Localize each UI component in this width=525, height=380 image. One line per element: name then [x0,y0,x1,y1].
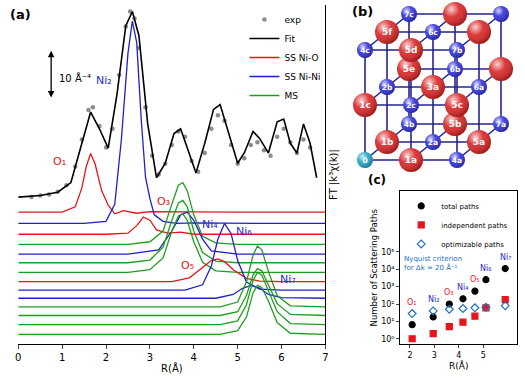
svg-text:4b: 4b [404,120,415,129]
svg-text:O₅: O₅ [470,275,480,284]
svg-text:1b: 1b [381,137,394,147]
svg-text:10⁴: 10⁴ [381,265,394,274]
svg-text:6b: 6b [450,65,461,74]
svg-text:total paths: total paths [441,203,479,211]
svg-text:Ni₆: Ni₆ [236,225,252,238]
svg-text:1c: 1c [359,100,371,110]
svg-text:1: 1 [59,352,65,363]
svg-text:5b: 5b [449,119,462,129]
svg-text:7: 7 [322,352,328,363]
svg-text:optimizable paths: optimizable paths [441,241,504,249]
svg-text:6: 6 [278,352,284,363]
svg-text:10²: 10² [381,300,394,309]
svg-text:Ni₄: Ni₄ [202,218,218,231]
svg-text:2c: 2c [406,101,416,110]
svg-text:7a: 7a [496,120,506,129]
svg-text:O₁: O₁ [53,155,66,168]
svg-text:1a: 1a [405,155,417,165]
svg-text:4a: 4a [452,156,462,165]
svg-text:5a: 5a [473,137,485,147]
svg-text:exp: exp [284,15,301,25]
svg-text:3: 3 [147,352,153,363]
svg-text:(a): (a) [10,7,31,22]
svg-text:Number of Scattering Paths: Number of Scattering Paths [369,208,379,326]
svg-text:2a: 2a [428,138,438,147]
svg-text:5e: 5e [403,64,415,74]
svg-text:FT |k³χ(k)|: FT |k³χ(k)| [328,149,340,200]
svg-text:4c: 4c [360,46,370,55]
svg-text:3: 3 [432,351,437,360]
svg-text:4: 4 [456,351,461,360]
svg-text:Ni₇: Ni₇ [280,273,296,286]
svg-text:MS: MS [284,91,298,101]
svg-text:3a: 3a [427,82,439,92]
svg-text:O₃: O₃ [157,195,170,208]
svg-text:independent paths: independent paths [441,222,507,230]
svg-text:10⁵: 10⁵ [381,248,394,257]
svg-text:SS Ni-Ni: SS Ni-Ni [284,72,320,82]
svg-text:0: 0 [15,352,21,363]
svg-text:4: 4 [191,352,197,363]
svg-text:O₅: O₅ [181,259,194,272]
svg-text:10 Å⁻⁴: 10 Å⁻⁴ [59,72,91,84]
svg-text:5d: 5d [405,45,418,55]
svg-text:Ni₂: Ni₂ [428,295,439,304]
svg-text:10⁰: 10⁰ [381,335,394,344]
svg-text:(c): (c) [368,173,386,187]
svg-text:10¹: 10¹ [381,317,394,326]
svg-text:5c: 5c [451,100,463,110]
svg-text:0: 0 [362,156,367,165]
svg-text:7c: 7c [404,10,414,19]
svg-text:Fit: Fit [284,34,295,44]
svg-text:5f: 5f [382,27,392,37]
svg-text:O₃: O₃ [444,288,454,297]
svg-text:Ni₄: Ni₄ [457,283,468,292]
svg-text:Ni₆: Ni₆ [480,264,491,273]
svg-text:(b): (b) [352,4,373,19]
svg-text:R(Å): R(Å) [449,360,468,371]
svg-text:6c: 6c [428,28,438,37]
svg-text:Ni₇: Ni₇ [500,253,511,262]
svg-text:5: 5 [481,351,486,360]
svg-text:5: 5 [234,352,240,363]
svg-text:2: 2 [407,351,412,360]
svg-text:10³: 10³ [381,282,394,291]
svg-text:Nyquist criterionfor Δk = 20 Å: Nyquist criterionfor Δk = 20 Å⁻¹ [404,255,462,272]
svg-text:SS Ni-O: SS Ni-O [284,53,318,63]
svg-text:6a: 6a [474,83,484,92]
svg-text:Ni₂: Ni₂ [96,74,112,87]
svg-text:O₁: O₁ [407,298,417,307]
svg-text:2b: 2b [382,83,393,92]
svg-text:7b: 7b [452,46,463,55]
svg-text:R(Å): R(Å) [161,362,183,374]
svg-text:2: 2 [103,352,109,363]
